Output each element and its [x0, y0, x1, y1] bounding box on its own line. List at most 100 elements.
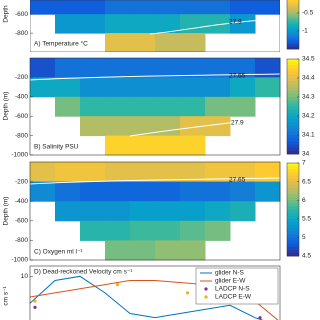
- heatmap-cell: [155, 162, 181, 183]
- colorbar-segment: [287, 22, 299, 25]
- data-point: [33, 305, 37, 309]
- colorbar-segment: [287, 100, 299, 104]
- data-point: [115, 283, 120, 287]
- colorbar-segment: [287, 147, 299, 152]
- colorbar-segment: [287, 106, 299, 111]
- colorbar-segment: [287, 175, 299, 179]
- legend-label: glider E-W: [215, 278, 246, 285]
- heatmap-cell: [80, 14, 106, 34]
- legend-label: LADCP N-S: [215, 286, 250, 293]
- colorbar-segment: [287, 65, 299, 69]
- colorbar-segment: [287, 206, 299, 210]
- heatmap-cell: [130, 201, 156, 222]
- colorbar-segment: [287, 40, 299, 43]
- colorbar-tick-label: -1: [302, 28, 308, 35]
- heatmap-cell: [105, 14, 131, 34]
- heatmap-cell: [130, 181, 156, 202]
- colorbar-segment: [287, 93, 299, 98]
- colorbar-tick-label: 34.4: [302, 75, 315, 82]
- heatmap-cell: [55, 162, 81, 183]
- heatmap-cell: [230, 96, 256, 117]
- data-point: [258, 316, 262, 320]
- colorbar-tick-label: 34: [302, 151, 310, 158]
- colorbar-segment: [287, 119, 299, 123]
- heatmap-cell: [130, 135, 156, 156]
- colorbar-tick-label: 34.2: [302, 113, 315, 120]
- heatmap-cell: [30, 58, 56, 78]
- heatmap-cell: [130, 220, 156, 241]
- colorbar-segment: [287, 190, 299, 195]
- heatmap-cell: [105, 33, 131, 52]
- colorbar-segment: [287, 18, 299, 21]
- heatmap-cell: [105, 0, 131, 15]
- heatmap-cell: [205, 162, 231, 183]
- heatmap-cell: [55, 77, 81, 98]
- data-point: [185, 291, 190, 295]
- colorbar-segment: [287, 141, 299, 145]
- colorbar-segment: [287, 81, 299, 85]
- contour-line: [149, 18, 280, 35]
- panel-title: D) Dead-reckoned Velocity cm s⁻¹: [34, 269, 133, 276]
- colorbar-segment: [287, 9, 299, 12]
- heatmap-cell: [180, 14, 206, 34]
- plot-frame: [29, 57, 281, 156]
- colorbar-segment: [287, 32, 299, 35]
- colorbar-tick-label: 5.5: [302, 216, 311, 223]
- panel: 27.9 A) Temperature °C: [30, 0, 280, 52]
- colorbar-segment: [287, 184, 299, 189]
- colorbar-segment: [287, 131, 299, 136]
- colorbar-segment: [287, 87, 299, 92]
- colorbar-segment: [287, 41, 299, 44]
- heatmap-cell: [55, 201, 81, 222]
- heatmap-cell: [230, 201, 256, 222]
- colorbar-segment: [287, 14, 299, 17]
- heatmap-cell: [105, 220, 131, 241]
- heatmap-cell: [55, 0, 81, 15]
- contour-label: 27.9: [229, 19, 242, 26]
- heatmap-cell: [155, 181, 181, 202]
- heatmap-cell: [30, 0, 56, 15]
- colorbar-segment: [287, 0, 299, 3]
- heatmap-cell: [155, 58, 181, 78]
- colorbar-segment: [287, 218, 299, 223]
- heatmap-cell: [30, 77, 56, 98]
- y-tick-label: -400: [15, 198, 28, 205]
- colorbar-segment: [287, 109, 299, 114]
- colorbar-segment: [287, 112, 299, 117]
- heatmap-cell: [105, 77, 131, 98]
- colorbar-segment: [287, 231, 299, 235]
- colorbar-segment: [287, 169, 299, 173]
- heatmap-cell: [255, 0, 280, 15]
- heatmap-cell: [180, 220, 206, 241]
- heatmap-cell: [80, 201, 106, 222]
- heatmap-cell: [130, 240, 156, 261]
- heatmap-cell: [80, 77, 106, 98]
- colorbar-segment: [287, 203, 299, 207]
- heatmap-cell: [55, 58, 81, 78]
- y-tick-label: -600: [15, 11, 28, 18]
- colorbar-segment: [287, 45, 299, 48]
- legend-swatch: [204, 295, 208, 299]
- colorbar-segment: [287, 194, 299, 198]
- colorbar-segment: [287, 178, 299, 182]
- heatmap-cell: [105, 135, 131, 156]
- heatmap-cell: [155, 14, 181, 34]
- heatmap-cell: [80, 220, 106, 241]
- heatmap-cell: [205, 116, 231, 137]
- heatmap-cell: [180, 77, 206, 98]
- heatmap-cell: [180, 135, 206, 156]
- colorbar-tick-label: -0.5: [302, 10, 314, 17]
- heatmap-cell: [155, 220, 181, 241]
- y-tick-label: 10: [21, 273, 29, 280]
- colorbar-segment: [287, 172, 299, 176]
- heatmap-cell: [105, 240, 131, 261]
- colorbar-segment: [287, 215, 299, 220]
- colorbar-segment: [287, 38, 299, 41]
- heatmap-cell: [80, 162, 106, 183]
- heatmap-cell: [105, 162, 131, 183]
- legend-swatch: [204, 287, 208, 291]
- heatmap-cell: [130, 14, 156, 34]
- colorbar-segment: [287, 252, 299, 257]
- heatmap-cell: [205, 201, 231, 222]
